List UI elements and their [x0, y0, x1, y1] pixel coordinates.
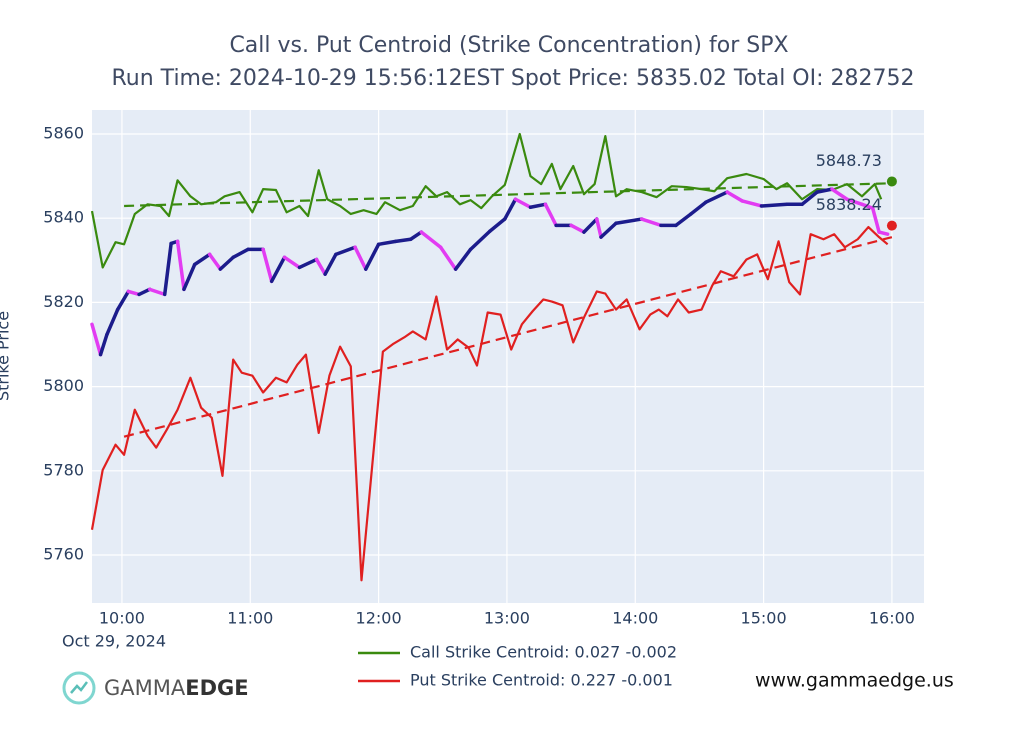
x-tick-label: 11:00: [227, 609, 273, 628]
spot-segment: [282, 255, 302, 270]
spot-segment: [877, 230, 890, 236]
logo-text: GAMMAEDGE: [104, 676, 249, 700]
spot-segment: [105, 307, 120, 337]
logo-icon: [62, 671, 96, 705]
logo-light: GAMMA: [104, 676, 186, 700]
spot-segment: [614, 217, 644, 226]
spot-segment: [261, 247, 274, 284]
spot-segment: [364, 242, 381, 271]
spot-segment: [98, 332, 109, 357]
spot-segment: [297, 257, 319, 270]
y-tick-label: 5840: [43, 208, 84, 227]
y-tick-label: 5820: [43, 292, 84, 311]
spot-segment: [528, 202, 548, 210]
spot-segment: [231, 247, 250, 260]
spot-segment: [353, 245, 368, 271]
trend-line: [123, 236, 893, 438]
spot-segment: [704, 190, 729, 204]
spot-segment: [323, 252, 338, 276]
x-tick-label: 14:00: [612, 609, 658, 628]
spot-segment: [689, 200, 708, 216]
spot-segment: [207, 252, 223, 271]
spot-segment: [759, 202, 789, 208]
spot-segment: [192, 252, 212, 267]
spot-segment: [830, 187, 849, 202]
spot-segment: [870, 206, 881, 234]
y-tick-label: 5860: [43, 123, 84, 142]
x-tick-label: 12:00: [356, 609, 402, 628]
y-tick-label: 5760: [43, 545, 84, 564]
annotation: 5838.24: [816, 195, 882, 214]
trend-line: [124, 182, 892, 208]
spot-segment: [419, 230, 443, 249]
x-date-label: Oct 29, 2024: [62, 632, 166, 651]
spot-segment: [503, 197, 518, 221]
spot-segment: [376, 239, 398, 247]
spot-segment: [314, 257, 327, 276]
spot-segment: [175, 239, 186, 292]
spot-segment: [639, 217, 663, 228]
spot-segment: [137, 287, 152, 297]
spot-segment: [90, 322, 103, 357]
chart-title: Call vs. Put Centroid (Strike Concentrat…: [229, 33, 788, 58]
spot-segment: [725, 190, 744, 203]
plot: [90, 110, 924, 603]
spot-segment: [595, 217, 603, 239]
y-tick-label: 5780: [43, 460, 84, 479]
x-tick-label: 15:00: [741, 609, 787, 628]
x-tick-label: 13:00: [484, 609, 530, 628]
spot-segment: [513, 197, 533, 210]
logo: GAMMAEDGE: [62, 671, 249, 705]
chart-subtitle: Run Time: 2024-10-29 15:56:12EST Spot Pr…: [112, 66, 915, 91]
spot-segment: [845, 197, 864, 207]
logo-arrow: [70, 681, 88, 694]
spot-segment: [408, 230, 424, 241]
x-tick-label: 16:00: [869, 609, 915, 628]
spot-segment: [334, 245, 357, 257]
x-tick-label: 10:00: [99, 609, 145, 628]
spot-segment: [182, 262, 197, 292]
spot-segment: [453, 247, 473, 271]
plot-background: [92, 110, 924, 603]
spot-segment: [162, 241, 173, 297]
spot-segment: [147, 287, 167, 297]
legend-label: Put Strike Centroid: 0.227 -0.001: [410, 671, 673, 690]
spot-segment: [740, 199, 764, 208]
series-line: [90, 225, 889, 582]
spot-segment: [488, 217, 507, 234]
annotation: 5848.73: [816, 151, 882, 170]
spot-segment: [269, 255, 287, 284]
spot-segment: [674, 212, 693, 228]
spot-segment: [543, 202, 558, 228]
spot-segment: [218, 255, 235, 271]
y-axis-label: Strike Price: [0, 311, 13, 401]
spot-segment: [438, 245, 458, 271]
spot-segment: [468, 229, 492, 252]
spot-segment: [393, 237, 413, 244]
y-tick-label: 5800: [43, 376, 84, 395]
spot-segment: [569, 223, 586, 234]
website: www.gammaedge.us: [755, 670, 954, 692]
logo-bold: EDGE: [185, 676, 248, 700]
legend-label: Call Strike Centroid: 0.027 -0.002: [410, 643, 677, 662]
spot-segment: [815, 187, 834, 194]
end-marker: [886, 220, 897, 231]
spot-segment: [599, 221, 618, 239]
spot-segment: [115, 289, 131, 312]
spot-segment: [800, 190, 819, 207]
spot-segment: [860, 202, 875, 210]
end-marker: [886, 176, 897, 187]
spot-segment: [126, 289, 141, 297]
spot-segment: [582, 217, 599, 234]
